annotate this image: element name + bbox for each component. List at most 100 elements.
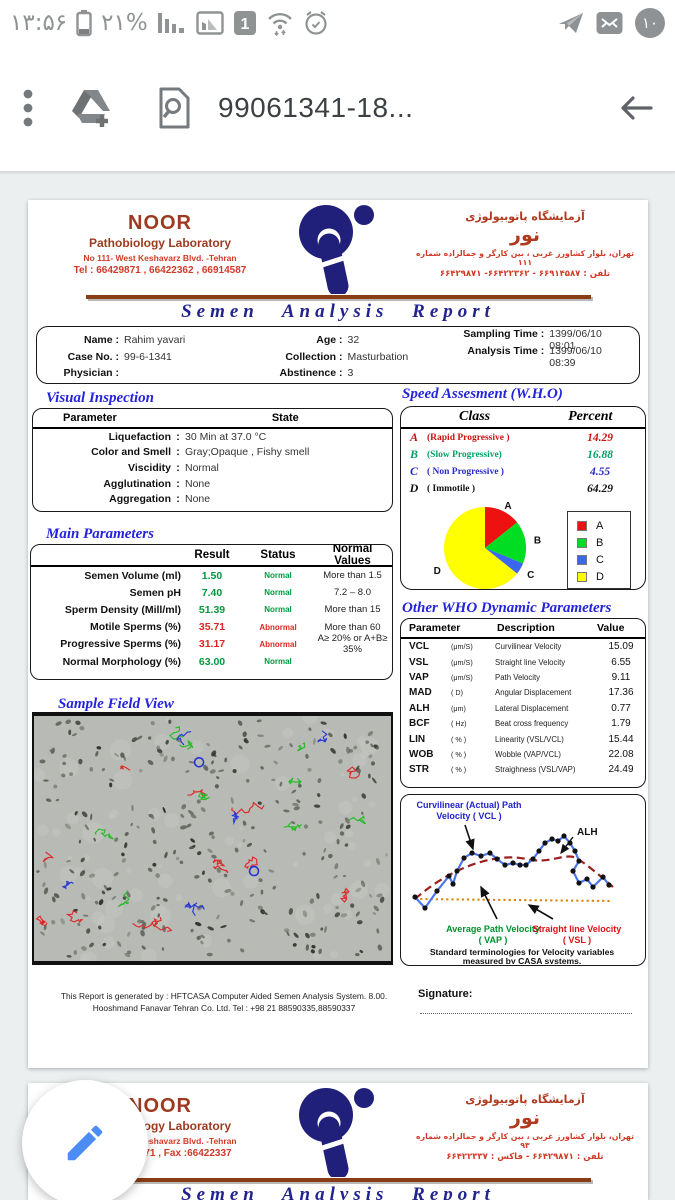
who-param-row: WOB ( % ) Wobble (VAP/VCL) 22.08 — [401, 747, 645, 762]
vi-state-value: 30 Min at 37.0 °C — [185, 430, 267, 443]
data-saver-icon — [196, 10, 224, 35]
footer-line2: Hooshmand Fanavar Tehran Co. Ltd. Tel : … — [92, 1003, 356, 1013]
who-param-name: VCL — [409, 641, 429, 653]
drive-add-icon[interactable] — [68, 87, 114, 129]
class-description: ( Non Progressive ) — [427, 466, 504, 477]
who-param-value: 15.44 — [608, 733, 634, 745]
microscopy-field-image — [32, 712, 393, 965]
class-letter: D — [409, 481, 419, 495]
back-arrow-icon[interactable] — [619, 94, 653, 122]
lab-tel-fa-p2: تلفن : ۶۶۴۲۹۸۷۱ - فاکس : ۶۶۴۲۲۳۳۷ — [446, 1152, 604, 1162]
svg-text:( VSL ): ( VSL ) — [563, 935, 591, 945]
signature-label: Signature: — [418, 988, 473, 1000]
who-param-row: LIN ( % ) Linearity (VSL/VCL) 15.44 — [401, 731, 645, 746]
footer-line1: This Report is generated by : HFTCASA Co… — [60, 991, 388, 1001]
motility-pie-chart: A B C D — [434, 501, 541, 589]
visual-inspection-title: Visual Inspection — [46, 390, 154, 406]
lab-title-fa-p2: آزمایشگاه پاتوبیولوژی — [465, 1093, 585, 1106]
svg-text:Average Path Velocity: Average Path Velocity — [446, 924, 540, 934]
patient-value: 1399/06/10 08:01 — [549, 328, 602, 353]
who-param-value: 0.77 — [611, 702, 631, 714]
patient-cell: Sampling Time : 1399/06/10 08:01 — [431, 328, 629, 352]
lab-address: No 111- West Keshavarz Blvd. -Tehran — [83, 253, 237, 263]
class-percent: 14.29 — [587, 431, 613, 444]
legend-swatch — [577, 537, 587, 548]
speed-class-row: A (Rapid Progressive ) 14.29 — [401, 429, 645, 446]
vi-state-value: None — [185, 493, 211, 506]
who-param-unit: ( % ) — [451, 734, 467, 744]
param-status: Normal — [264, 571, 292, 581]
legend-item-A: A — [577, 517, 630, 534]
lab-name: NOOR — [128, 212, 192, 234]
param-label: Normal Morphology (%) — [62, 655, 181, 668]
pie-label-C: C — [527, 570, 534, 581]
param-status: Abnormal — [259, 639, 297, 649]
who-param-row: STR ( % ) Straighness (VSL/VAP) 24.49 — [401, 762, 645, 777]
patient-label: Sampling Time : — [463, 328, 545, 341]
patient-label: Physician : — [63, 367, 119, 380]
class-percent: 4.55 — [589, 465, 611, 478]
who-col-description: Description — [497, 622, 555, 634]
class-percent: 64.29 — [587, 482, 613, 495]
who-param-unit: (μm/S) — [451, 642, 473, 652]
main-param-row: Semen pH 7.40 Normal 7.2 – 8.0 — [31, 584, 392, 601]
pdf-page-1: NOOR Pathobiology Laboratory No 111- Wes… — [28, 200, 648, 1068]
param-normal-range: More than 60 — [324, 621, 381, 633]
status-bar: ۱۳:۵۶ ۲۱% 1 — [0, 0, 675, 45]
svg-text:measured by CASA systems.: measured by CASA systems. — [463, 956, 582, 964]
param-result: 31.17 — [198, 638, 226, 651]
who-param-desc: Straighness (VSL/VAP) — [495, 765, 576, 775]
who-param-value: 6.55 — [611, 656, 631, 668]
patient-cell: Physician : — [47, 367, 257, 379]
overflow-menu-icon[interactable] — [22, 86, 34, 130]
legend-label: B — [596, 536, 604, 549]
patient-cell: Name : Rahim yavari — [47, 334, 257, 346]
who-param-desc: Linearity (VSL/VCL) — [495, 734, 564, 744]
patient-value: 99-6-1341 — [124, 350, 172, 363]
param-label: Progressive Sperms (%) — [60, 638, 181, 651]
lab-header-fa-p2: آزمایشگاه پاتوبیولوژی نور تهران، بلوار ک… — [410, 1093, 640, 1162]
who-param-row: VAP (μm/S) Path Velocity 9.11 — [401, 670, 645, 685]
vi-param-label: Color and Smell — [91, 446, 171, 459]
who-param-name: BCF — [409, 718, 430, 730]
vi-row: Viscidity: Normal — [33, 460, 392, 476]
lab-address-fa-p2: تهران، بلوار کشاورز غربی ، بین کارگر و ج… — [415, 1132, 635, 1150]
noor-logo — [299, 205, 374, 294]
svg-text:Curvilinear (Actual) Path: Curvilinear (Actual) Path — [416, 800, 521, 810]
param-result: 51.39 — [198, 603, 226, 616]
doc-search-icon[interactable] — [156, 86, 192, 130]
pie-label-A: A — [504, 501, 511, 512]
class-percent: 16.88 — [587, 448, 613, 461]
mp-col-result: Result — [194, 549, 230, 561]
mail-icon — [596, 11, 623, 34]
who-param-row: VSL (μm/S) Straight line Velocity 6.55 — [401, 654, 645, 669]
who-param-value: 24.49 — [608, 764, 634, 776]
patient-value: 1399/06/10 08:39 — [549, 344, 602, 369]
vi-row: Agglutination: None — [33, 476, 392, 492]
class-description: (Slow Progressive) — [427, 449, 502, 460]
patient-cell: Case No. : 99-6-1341 — [47, 351, 257, 363]
patient-value: Rahim yavari — [124, 334, 186, 347]
lab-address-p2: No 111- West Keshavarz Blvd. -Tehran — [83, 1136, 237, 1146]
who-param-desc: Beat cross frequency — [495, 719, 569, 729]
document-title: 99061341-18... — [218, 92, 414, 123]
param-label: Semen Volume (ml) — [84, 569, 181, 582]
legend-label: D — [596, 570, 604, 583]
lab-address-fa: تهران، بلوار کشاورز غربی ، بین کارگر و ج… — [415, 249, 635, 267]
who-param-name: MAD — [409, 687, 432, 699]
who-param-unit: ( Hz) — [451, 719, 467, 729]
patient-label: Analysis Time : — [467, 344, 545, 357]
who-param-value: 9.11 — [611, 671, 631, 683]
vi-row: Color and Smell: Gray;Opaque , Fishy smel… — [33, 445, 392, 461]
param-status: Normal — [264, 605, 292, 615]
lab-tel-p2: Tel : 66429871 , Fax :66422337 — [88, 1148, 232, 1159]
patient-label: Collection : — [285, 350, 343, 363]
patient-info-box: Name : Rahim yavari Age : 32 Sampling Time :… — [36, 326, 640, 384]
pie-label-B: B — [534, 536, 541, 547]
legend-item-B: B — [577, 534, 630, 551]
edit-fab-button[interactable] — [22, 1080, 148, 1200]
param-result: 35.71 — [198, 621, 226, 634]
battery-percent: ۲۱% — [101, 9, 148, 36]
